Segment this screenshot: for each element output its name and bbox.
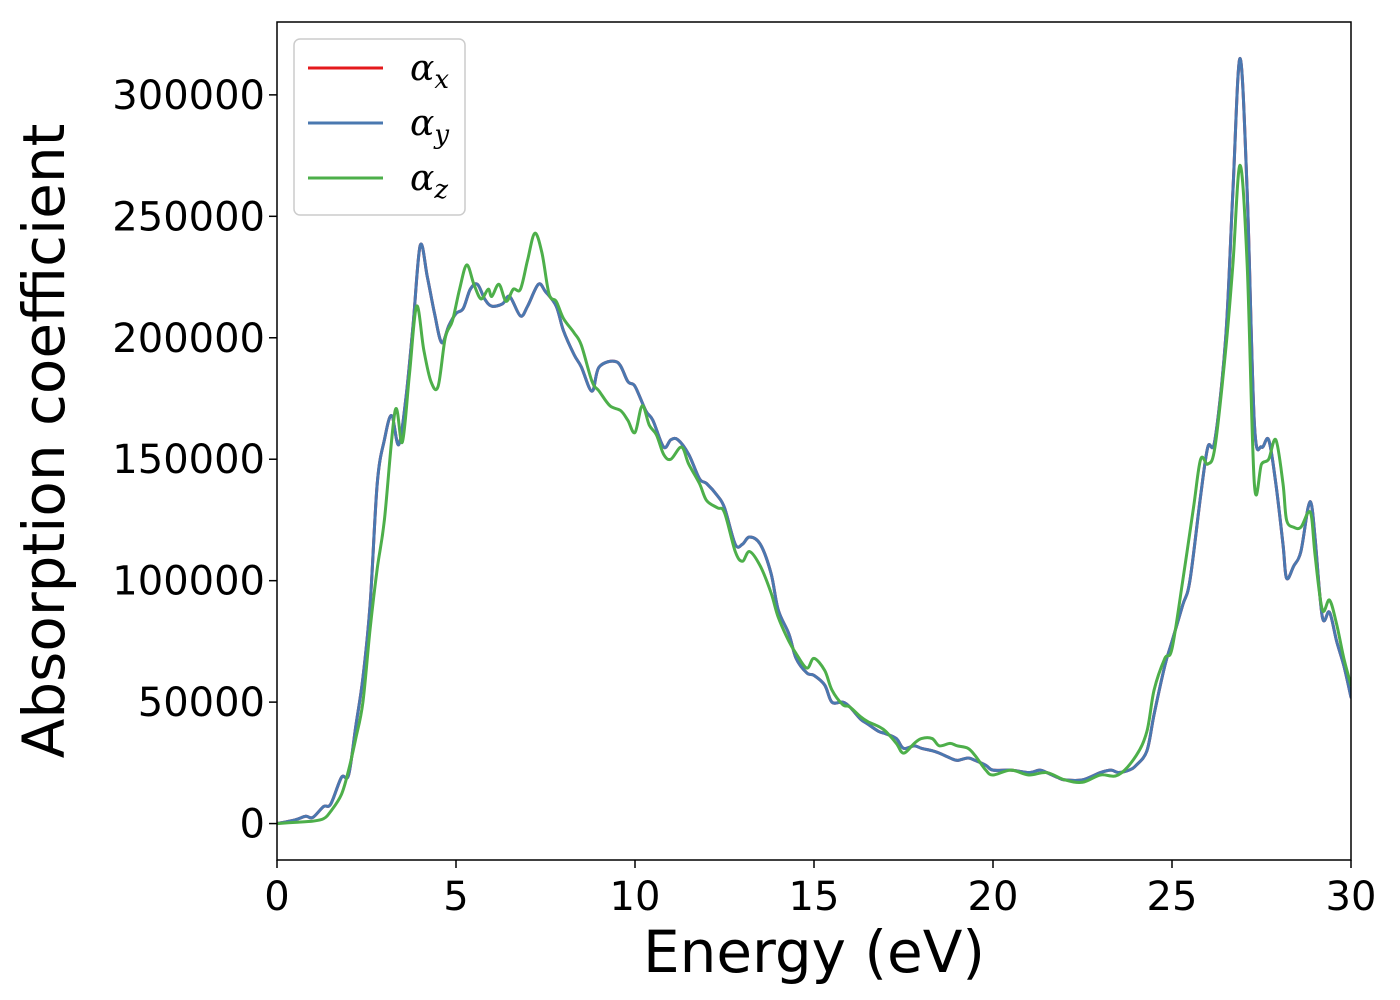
x-tick-label: 10 <box>610 874 661 920</box>
y-tick-label: 300000 <box>112 73 265 119</box>
y-tick-label: 100000 <box>112 559 265 605</box>
x-axis-label: Energy (eV) <box>643 918 985 986</box>
legend-box <box>293 38 466 216</box>
y-axis-ticks: 0 50000 100000 150000 200000 250000 300000 <box>112 73 277 848</box>
x-tick-label: 0 <box>264 874 289 920</box>
y-axis-label: Absorption coefficient <box>10 124 78 759</box>
y-tick-label: 150000 <box>112 437 265 483</box>
x-tick-label: 20 <box>968 874 1019 920</box>
legend-label-alpha-z: αz <box>410 158 448 205</box>
x-tick-label: 15 <box>789 874 840 920</box>
y-tick-label: 50000 <box>138 680 265 726</box>
x-axis-ticks: 0 5 10 15 20 25 30 <box>264 860 1376 920</box>
y-tick-label: 0 <box>240 802 265 848</box>
y-tick-label: 200000 <box>112 316 265 362</box>
x-tick-label: 30 <box>1326 874 1377 920</box>
y-tick-label: 250000 <box>112 194 265 240</box>
x-tick-label: 5 <box>443 874 468 920</box>
series-layer <box>277 56 1351 826</box>
series-line-alpha-z <box>277 163 1351 826</box>
x-tick-label: 25 <box>1147 874 1198 920</box>
